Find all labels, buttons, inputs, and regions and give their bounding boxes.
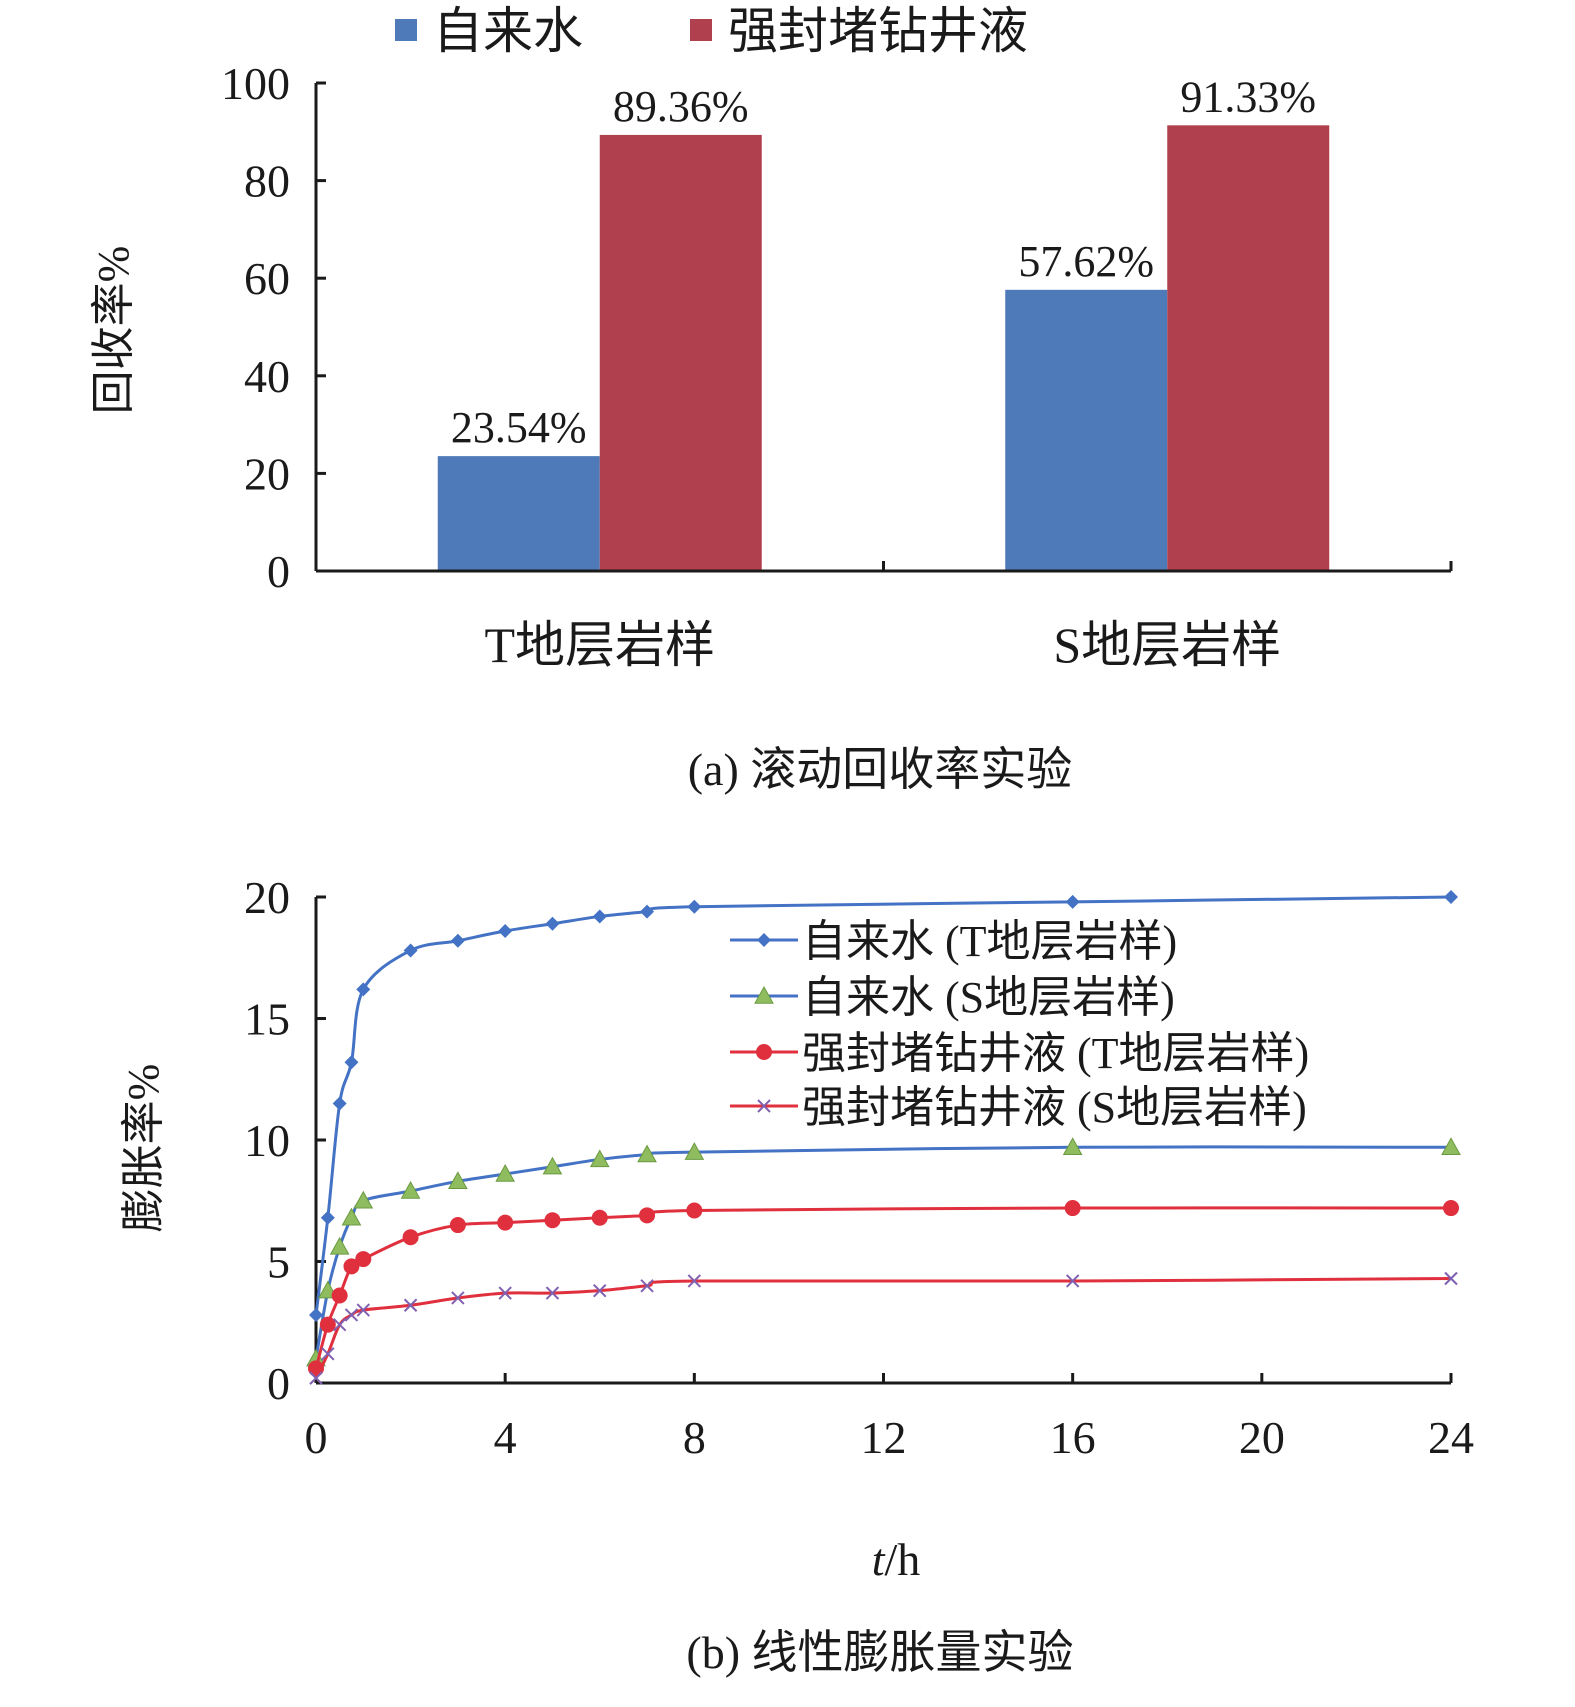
line-marker-circle: [756, 1044, 772, 1060]
line-series-group: [310, 1273, 1457, 1385]
bar-y-axis-label: 回收率%: [89, 246, 138, 415]
line-x-tick-labels: 0 4 8 12 16 20 24: [305, 1412, 1475, 1463]
line-x-tick-label: 16: [1050, 1412, 1096, 1463]
bar-data-label: 23.54%: [451, 403, 587, 452]
line-marker-circle: [639, 1207, 655, 1223]
bar-y-tick-label: 100: [221, 58, 290, 109]
bar-legend-label: 自来水: [433, 3, 583, 59]
line-marker-diamond: [640, 905, 654, 919]
bar: [1167, 125, 1329, 571]
line-chart-swelling: 0 5 10 15 20 0 4 8 12 16 20 24 自来水 (T地层岩样) 自来水 (S地层…: [119, 872, 1474, 1678]
line-marker-circle: [1443, 1200, 1459, 1216]
bar: [1005, 290, 1167, 571]
line-marker-circle: [1065, 1200, 1081, 1216]
line-legend-item: 自来水 (S地层岩样): [730, 973, 1175, 1022]
line-legend-item: 强封堵钻井液 (T地层岩样): [730, 1029, 1309, 1078]
line-series-path: [316, 1147, 1451, 1359]
line-marker-circle: [497, 1215, 513, 1231]
line-marker-diamond: [545, 917, 559, 931]
line-legend-item: 自来水 (T地层岩样): [730, 917, 1177, 966]
line-marker-circle: [450, 1217, 466, 1233]
bar-category-label: T地层岩样: [484, 617, 715, 673]
line-series-group: [307, 1138, 1460, 1366]
line-marker-circle: [544, 1212, 560, 1228]
bar-legend-swatch: [690, 19, 712, 41]
line-marker-diamond: [356, 982, 370, 996]
line-marker-diamond: [687, 900, 701, 914]
line-x-axis-label-unit: /h: [885, 1534, 921, 1585]
line-marker-cross: [345, 1309, 357, 1321]
line-marker-circle: [686, 1202, 702, 1218]
line-legend-label: 强封堵钻井液 (T地层岩样): [802, 1029, 1309, 1078]
line-marker-diamond: [344, 1055, 358, 1069]
line-series-group: [308, 1200, 1459, 1376]
line-legend-label: 强封堵钻井液 (S地层岩样): [802, 1083, 1307, 1132]
line-marker-circle: [592, 1210, 608, 1226]
line-series-path: [316, 1208, 1451, 1369]
line-x-tick-label: 4: [494, 1412, 517, 1463]
bar-y-tick-label: 0: [267, 546, 290, 597]
bar-series: [438, 125, 1330, 571]
bar: [600, 135, 762, 571]
line-marker-diamond: [498, 924, 512, 938]
line-x-tick-label: 12: [861, 1412, 907, 1463]
line-x-tick-label: 0: [305, 1412, 328, 1463]
line-x-tick-label: 24: [1428, 1412, 1474, 1463]
bar-y-tick-label: 60: [244, 253, 290, 304]
bar-chart-caption: (a) 滚动回收率实验: [688, 744, 1073, 795]
line-marker-diamond: [1066, 895, 1080, 909]
line-y-tick-label: 5: [267, 1237, 290, 1288]
bar-data-label: 89.36%: [613, 82, 749, 131]
line-marker-circle: [355, 1251, 371, 1267]
bar-x-category-labels: T地层岩样 S地层岩样: [484, 617, 1281, 673]
line-marker-diamond: [1444, 890, 1458, 904]
line-legend-label: 自来水 (T地层岩样): [802, 917, 1177, 966]
line-marker-circle: [332, 1288, 348, 1304]
line-marker-diamond: [757, 933, 771, 947]
bar-category-label: S地层岩样: [1053, 617, 1281, 673]
bar-y-tick-label: 40: [244, 351, 290, 402]
line-legend: 自来水 (T地层岩样) 自来水 (S地层岩样) 强封堵钻井液 (T地层岩样) 强封堵钻…: [730, 917, 1309, 1132]
bar-legend: 自来水 强封堵钻井液: [395, 3, 1028, 59]
line-marker-diamond: [321, 1211, 335, 1225]
bar-legend-label: 强封堵钻井液: [728, 3, 1028, 59]
line-x-axis-label: t/h: [872, 1534, 921, 1585]
line-marker-diamond: [333, 1097, 347, 1111]
bar-data-label: 91.33%: [1180, 72, 1316, 121]
line-x-tick-label: 20: [1239, 1412, 1285, 1463]
line-y-tick-label: 0: [267, 1358, 290, 1409]
line-chart-caption: (b) 线性膨胀量实验: [686, 1627, 1073, 1678]
line-x-tick-label: 8: [683, 1412, 706, 1463]
line-series-path: [316, 1279, 1451, 1379]
bar-y-tick-labels: 0 20 40 60 80 100: [221, 58, 290, 597]
bar: [438, 456, 600, 571]
line-marker-diamond: [309, 1308, 323, 1322]
bar-chart-recovery: 自来水 强封堵钻井液 23.54% 89.36% 57.62% 91.33% 0 20 40…: [89, 3, 1451, 795]
line-marker-triangle: [331, 1238, 349, 1254]
line-y-tick-label: 20: [244, 872, 290, 923]
line-marker-diamond: [593, 909, 607, 923]
line-marker-cross: [322, 1348, 334, 1360]
line-y-tick-label: 10: [244, 1115, 290, 1166]
line-marker-diamond: [451, 934, 465, 948]
bar-y-tick-label: 20: [244, 448, 290, 499]
bar-legend-swatch: [395, 19, 417, 41]
line-marker-circle: [403, 1229, 419, 1245]
line-legend-label: 自来水 (S地层岩样): [802, 973, 1175, 1022]
line-y-tick-label: 15: [244, 994, 290, 1045]
bar-data-label: 57.62%: [1018, 237, 1154, 286]
line-legend-item: 强封堵钻井液 (S地层岩样): [730, 1083, 1307, 1132]
line-marker-diamond: [404, 943, 418, 957]
bar-y-tick-label: 80: [244, 156, 290, 207]
line-y-axis-label: 膨胀率%: [119, 1064, 168, 1233]
line-marker-triangle: [342, 1209, 360, 1225]
line-axes: [316, 897, 1451, 1383]
line-y-tick-labels: 0 5 10 15 20: [244, 872, 290, 1409]
figure: 自来水 强封堵钻井液 23.54%89.36%57.62%91.33% 02040…: [0, 0, 1575, 1707]
